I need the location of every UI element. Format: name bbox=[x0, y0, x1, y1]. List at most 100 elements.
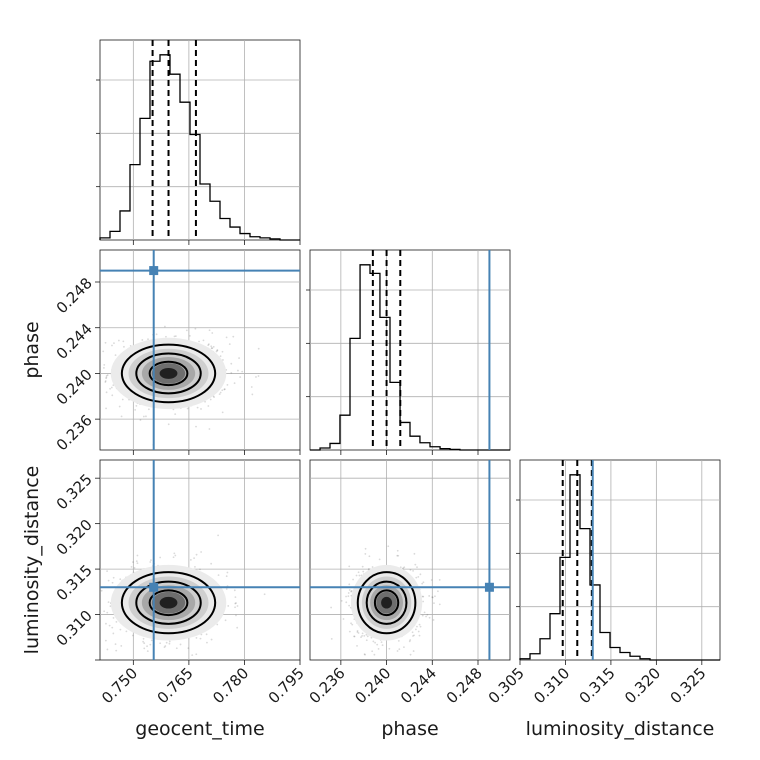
x-tick-label: 0.765 bbox=[154, 664, 197, 707]
sample-point bbox=[226, 571, 229, 574]
x-tick-label: 0.750 bbox=[98, 664, 141, 707]
sample-point bbox=[397, 639, 400, 642]
sample-point bbox=[233, 382, 236, 385]
sample-point bbox=[135, 560, 138, 563]
sample-point bbox=[132, 561, 134, 563]
sample-point bbox=[120, 645, 123, 647]
sample-point bbox=[194, 327, 197, 330]
sample-point bbox=[433, 602, 435, 605]
sample-point bbox=[223, 388, 226, 391]
sample-point bbox=[109, 387, 111, 390]
sample-point bbox=[199, 568, 201, 571]
sample-point bbox=[119, 628, 122, 631]
sample-point bbox=[413, 634, 415, 637]
sample-point bbox=[119, 578, 122, 581]
y-tick-label: 0.248 bbox=[53, 274, 96, 317]
sample-point bbox=[396, 549, 399, 552]
sample-point bbox=[110, 386, 113, 389]
y-tick-label: 0.315 bbox=[53, 561, 96, 604]
sample-point bbox=[142, 640, 145, 643]
sample-point bbox=[211, 347, 214, 350]
sample-point bbox=[106, 374, 109, 376]
sample-point bbox=[195, 425, 197, 428]
sample-point bbox=[215, 350, 218, 353]
sample-point bbox=[207, 344, 210, 347]
sample-point bbox=[370, 636, 373, 639]
sample-point bbox=[353, 635, 356, 638]
sample-point bbox=[198, 340, 200, 343]
sample-point bbox=[402, 567, 405, 570]
sample-point bbox=[356, 631, 359, 633]
sample-point bbox=[143, 642, 146, 645]
sample-point bbox=[106, 570, 108, 572]
sample-point bbox=[194, 566, 196, 568]
sample-point bbox=[212, 345, 215, 348]
sample-point bbox=[136, 554, 139, 557]
sample-point bbox=[414, 628, 417, 631]
sample-point bbox=[187, 647, 190, 650]
sample-point bbox=[195, 653, 198, 656]
sample-point bbox=[363, 634, 366, 637]
sample-point bbox=[104, 381, 107, 383]
sample-point bbox=[430, 579, 433, 581]
y-tick-label: 0.325 bbox=[53, 470, 96, 513]
sample-point bbox=[234, 602, 237, 605]
sample-point bbox=[438, 603, 441, 606]
sample-point bbox=[163, 646, 166, 649]
sample-point bbox=[111, 394, 114, 397]
panel-phase-phase bbox=[309, 249, 511, 451]
sample-point bbox=[409, 653, 412, 656]
sample-point bbox=[355, 574, 358, 577]
sample-point bbox=[387, 545, 390, 548]
sample-point bbox=[173, 335, 176, 338]
sample-point bbox=[425, 615, 427, 618]
sample-point bbox=[112, 617, 115, 619]
panel-backgrounds bbox=[99, 39, 721, 661]
sample-point bbox=[105, 407, 107, 410]
sample-point bbox=[109, 605, 112, 608]
sample-point bbox=[196, 406, 199, 409]
sample-point bbox=[168, 640, 171, 643]
sample-point bbox=[422, 600, 425, 603]
sample-point bbox=[216, 623, 219, 626]
sample-point bbox=[210, 638, 213, 641]
sample-point bbox=[388, 647, 391, 650]
y-tick-label: 0.310 bbox=[53, 607, 96, 650]
density-contour-0 bbox=[120, 343, 217, 404]
density-level bbox=[159, 596, 178, 609]
sample-point bbox=[111, 344, 113, 347]
sample-point bbox=[230, 362, 233, 365]
sample-point bbox=[239, 376, 242, 378]
sample-point bbox=[136, 562, 139, 565]
sample-point bbox=[209, 398, 212, 401]
sample-point bbox=[225, 575, 228, 578]
sample-point bbox=[358, 574, 361, 577]
sample-point bbox=[218, 393, 221, 396]
sample-point bbox=[108, 624, 111, 627]
sample-point bbox=[235, 614, 237, 617]
sample-point bbox=[117, 339, 120, 342]
sample-point bbox=[141, 339, 144, 341]
sample-point bbox=[365, 633, 368, 636]
sample-point bbox=[361, 565, 364, 568]
sample-point bbox=[377, 647, 380, 650]
sample-point bbox=[133, 567, 136, 569]
sample-point bbox=[236, 626, 239, 629]
sample-point bbox=[345, 595, 347, 598]
sample-point bbox=[230, 372, 233, 374]
sample-point bbox=[125, 630, 128, 633]
sample-point bbox=[121, 398, 124, 401]
sample-point bbox=[403, 566, 406, 569]
sample-point bbox=[113, 342, 115, 345]
truth-marker bbox=[484, 582, 494, 592]
sample-point bbox=[396, 650, 399, 652]
sample-point bbox=[123, 345, 125, 348]
y-axis-label-luminosity_distance: luminosity_distance bbox=[21, 466, 43, 655]
panel-luminosity_distance-luminosity_distance bbox=[519, 459, 721, 661]
sample-point bbox=[350, 622, 352, 625]
sample-point bbox=[134, 408, 137, 411]
sample-point bbox=[360, 636, 362, 639]
sample-point bbox=[111, 626, 114, 629]
sample-point bbox=[356, 644, 358, 647]
sample-point bbox=[216, 349, 219, 351]
